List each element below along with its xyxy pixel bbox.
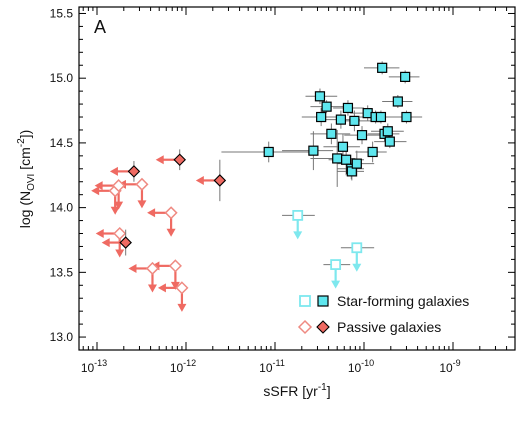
passive-limit-down-arrow-head <box>177 303 187 312</box>
y-tick-label: 15.0 <box>50 71 74 85</box>
x-tick-label: 10-13 <box>81 358 107 375</box>
star-forming-point <box>349 115 360 127</box>
star-forming-point <box>356 130 368 141</box>
passive-limit-down-arrow-head <box>170 281 180 290</box>
star-forming-point <box>263 146 274 158</box>
legend-marker-star-forming-filled <box>317 295 329 307</box>
axis-tick-labels: 13.0 13.5 14.0 14.5 15.0 15.5 10-13 10-12 10-11 1… <box>50 6 461 375</box>
legend: Star-forming galaxies Passive galaxies <box>297 293 469 335</box>
y-tick-label: 14.0 <box>50 201 74 215</box>
passive-upper-limit-point <box>168 259 182 273</box>
y-axis-title: log (NOVI [cm-2]) <box>16 130 37 229</box>
legend-label-passive: Passive galaxies <box>337 319 441 335</box>
axis-ticks <box>79 7 515 350</box>
passive-limit-down-arrow-head <box>166 228 176 237</box>
passive-detection-left-arrow-head <box>101 238 110 248</box>
star-forming-point <box>321 101 332 112</box>
star-forming-point <box>335 114 346 125</box>
star-forming-upper-limit-point <box>330 259 342 270</box>
y-tick-label: 13.0 <box>50 330 74 344</box>
passive-limit-down-arrow-head <box>114 201 124 210</box>
x-tick-label: 10-12 <box>170 358 196 375</box>
legend-entry-passive: Passive galaxies <box>297 319 441 335</box>
star-forming-point <box>377 62 388 73</box>
passive-upper-limit-point <box>175 281 189 295</box>
plot-frame <box>78 6 516 351</box>
passive-point <box>127 165 141 178</box>
passive-upper-limit-point <box>113 226 127 241</box>
legend-marker-passive-filled <box>316 320 330 334</box>
passive-upper-limit-point <box>164 206 178 220</box>
passive-limit-left-arrow-head <box>128 263 137 273</box>
star-forming-point <box>375 111 387 123</box>
passive-limit-left-arrow-head <box>147 208 156 218</box>
passive-upper-limit-point <box>112 179 126 193</box>
star-forming-point <box>367 146 378 158</box>
star-forming-limit-arrow-head <box>293 231 303 240</box>
star-forming-point <box>384 136 395 147</box>
y-tick-label: 13.5 <box>50 265 74 279</box>
star-forming-upper-limit-point <box>292 209 304 221</box>
star-forming-point <box>326 128 337 139</box>
legend-entry-star-forming: Star-forming galaxies <box>299 293 469 309</box>
star-forming-limit-arrow-head <box>352 263 362 272</box>
legend-marker-passive-open <box>297 319 313 335</box>
passive-limit-left-arrow-head <box>94 181 103 191</box>
passive-limit-left-arrow-head <box>95 229 104 239</box>
star-forming-point <box>314 91 326 102</box>
passive-detection-left-arrow-head <box>195 175 204 185</box>
passive-point <box>119 236 132 249</box>
passive-limit-left-arrow-head <box>91 186 100 196</box>
passive-limit-left-arrow-head <box>157 283 166 293</box>
star-forming-limit-arrow-head <box>331 280 341 289</box>
passive-upper-limit-point <box>135 177 149 191</box>
passive-detection-left-arrow-head <box>109 166 118 176</box>
y-tick-label: 15.5 <box>50 6 74 20</box>
passive-upper-limit-point <box>145 261 160 276</box>
passive-limit-down-arrow-head <box>147 284 157 293</box>
star-forming-point <box>316 111 327 123</box>
star-forming-point <box>400 71 411 82</box>
star-forming-point <box>308 145 319 156</box>
x-tick-label: 10-11 <box>259 358 285 375</box>
x-tick-label: 10-10 <box>348 358 374 375</box>
panel-label: A <box>94 17 106 37</box>
passive-limit-down-arrow-head <box>137 200 147 209</box>
passive-limit-down-arrow-head <box>115 249 125 258</box>
star-forming-point <box>392 96 403 107</box>
x-tick-label: 10-9 <box>439 358 460 375</box>
star-forming-point <box>351 158 362 169</box>
passive-detection-left-arrow-head <box>155 155 164 165</box>
passive-point <box>213 174 227 187</box>
passive-limit-down-arrow-head <box>110 206 120 215</box>
x-axis-title: sSFR [yr-1] <box>263 382 330 399</box>
passive-point <box>173 153 186 167</box>
plot-marks <box>91 61 423 312</box>
star-forming-point <box>342 102 354 114</box>
star-forming-point <box>401 111 412 123</box>
star-forming-point <box>382 126 393 137</box>
star-forming-point <box>341 154 352 165</box>
star-forming-upper-limit-point <box>351 242 363 254</box>
legend-marker-star-forming-open <box>299 295 311 307</box>
star-forming-point <box>337 141 349 152</box>
y-tick-label: 14.5 <box>50 136 74 150</box>
legend-label-star-forming: Star-forming galaxies <box>337 293 469 309</box>
star-forming-point <box>332 153 343 164</box>
